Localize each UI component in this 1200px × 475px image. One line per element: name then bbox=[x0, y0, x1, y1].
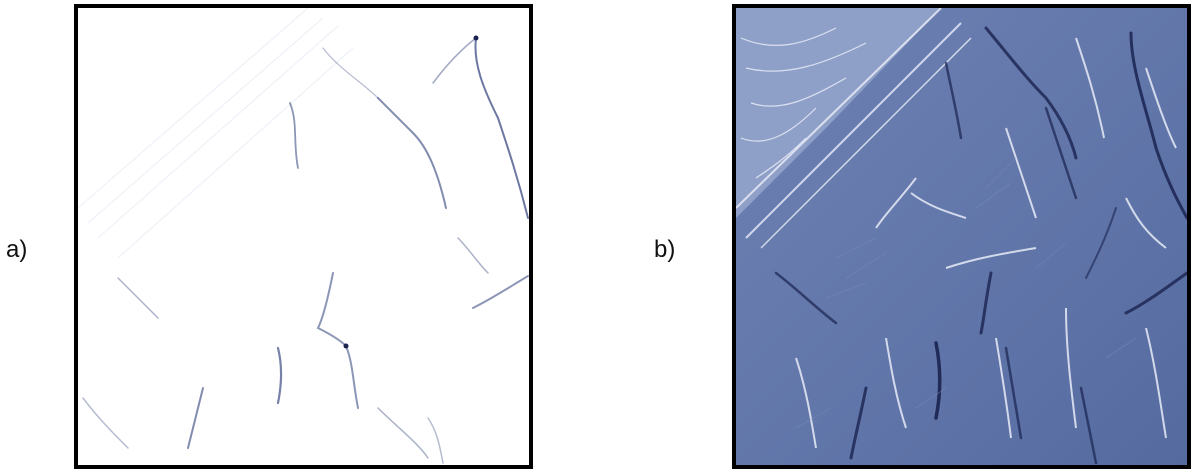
panel-b-label: b) bbox=[654, 236, 676, 263]
panel-a-image bbox=[78, 8, 529, 465]
panel-b-log-flow-map bbox=[732, 4, 1191, 469]
panel-a-flow-map bbox=[74, 4, 533, 469]
panel-a-label: a) bbox=[6, 236, 28, 263]
panel-b-image bbox=[736, 8, 1187, 465]
